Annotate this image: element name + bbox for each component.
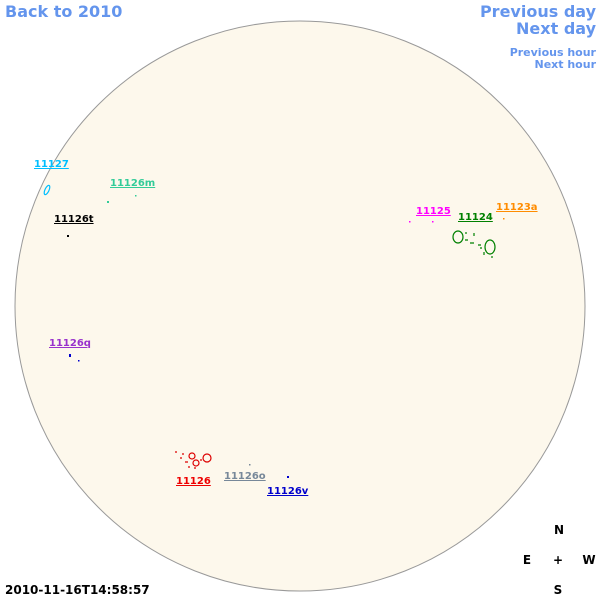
sunspot-group [175,451,212,469]
next-hour-link[interactable]: Next hour [535,58,597,71]
region-label[interactable]: 11124 [458,212,493,223]
compass-south: S [554,583,563,597]
solar-disk [14,20,586,592]
sunspot-group [452,230,496,258]
region-label[interactable]: 11125 [416,206,451,217]
next-day-link[interactable]: Next day [516,19,597,38]
timestamp: 2010-11-16T14:58:57 [5,583,150,597]
sunspot [503,218,505,220]
region-label[interactable]: 11126v [267,486,309,497]
sunspot [78,360,80,362]
compass-center: + [553,553,563,567]
sunspot [432,221,434,223]
sunspot [409,221,411,223]
sunspot [135,195,137,197]
sunspot [107,201,109,203]
compass-west: W [582,553,595,567]
sunspots [43,184,505,478]
previous-day-link[interactable]: Previous day [480,2,597,21]
back-link[interactable]: Back to 2010 [5,2,122,21]
sunspot [249,464,251,466]
previous-hour-link[interactable]: Previous hour [510,46,597,59]
region-label[interactable]: 11126q [49,338,91,349]
sunspot [287,476,289,478]
region-label[interactable]: 11126 [176,476,211,487]
region-label[interactable]: 11126t [54,214,94,225]
sunspot [67,235,69,237]
sunspot [69,354,71,357]
region-label[interactable]: 11126o [224,471,266,482]
region-label[interactable]: 11126m [110,178,155,189]
compass-east: E [523,553,531,567]
sunspot [43,184,51,196]
region-label[interactable]: 11123a [496,202,538,213]
region-label[interactable]: 11127 [34,159,69,170]
compass-north: N [554,523,564,537]
